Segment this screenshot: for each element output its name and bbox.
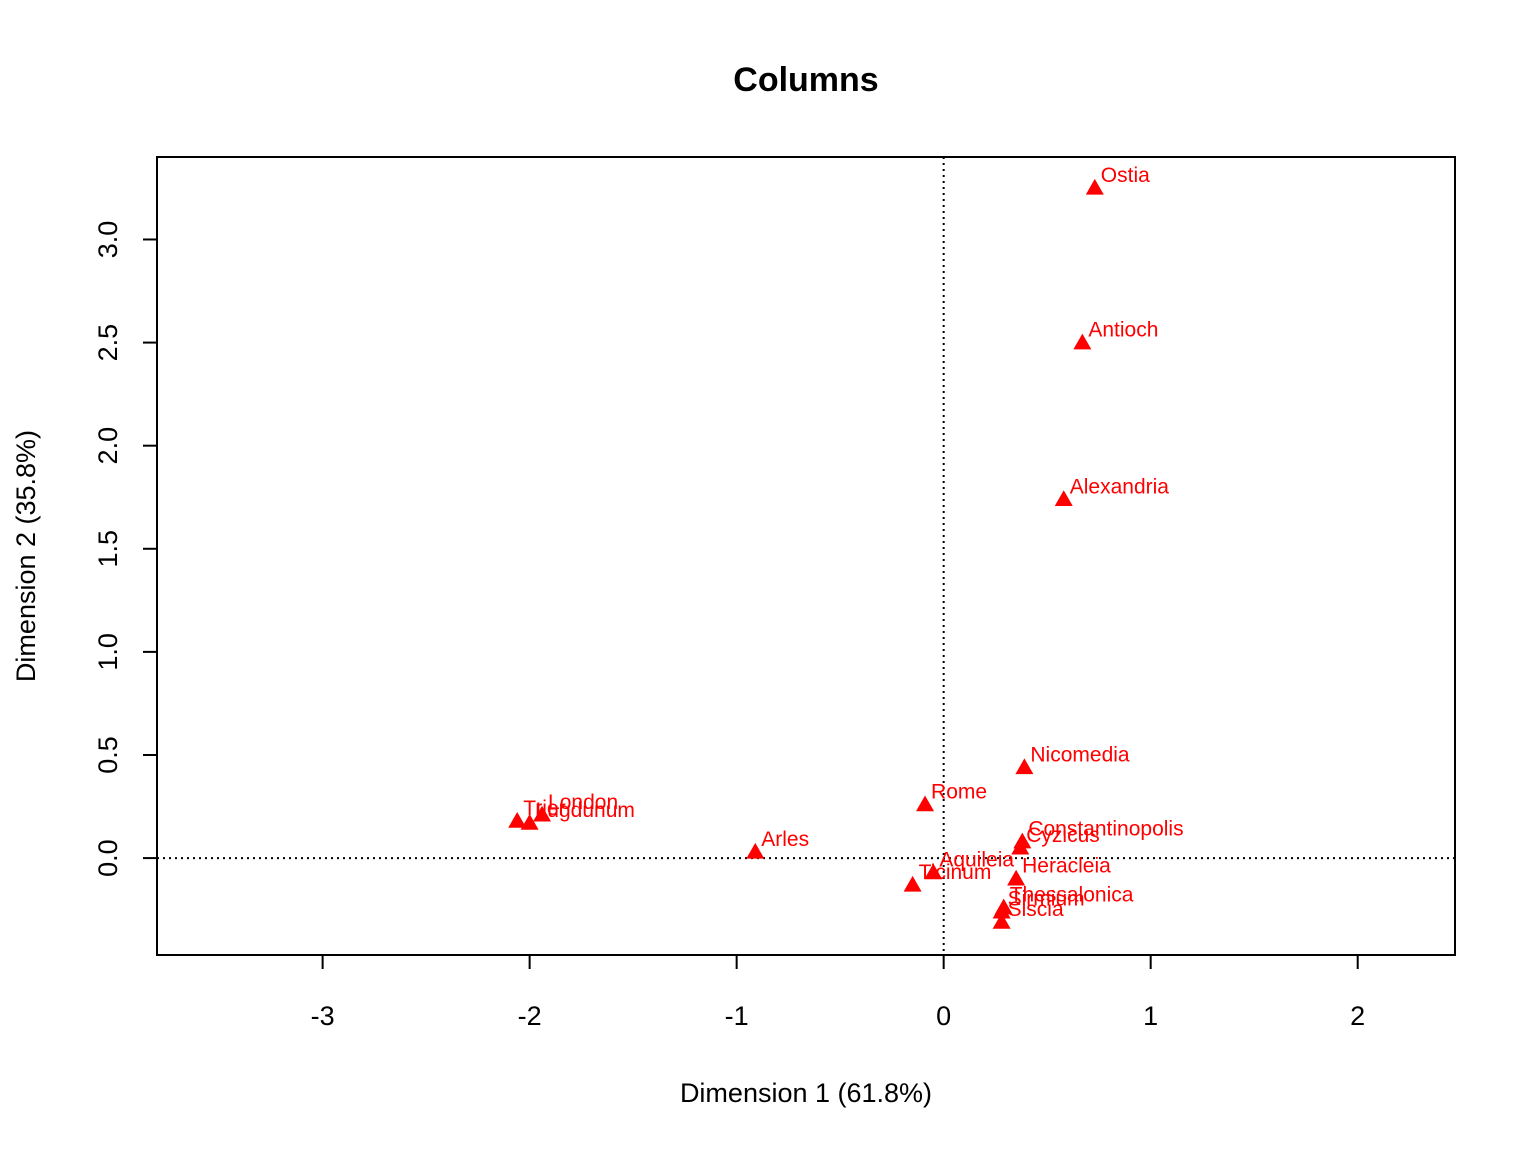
point-label: Thessalonica <box>1010 884 1134 907</box>
x-tick-label: 1 <box>1143 1001 1158 1031</box>
point-marker <box>520 814 539 830</box>
point-marker <box>924 863 943 880</box>
axis-ticks: -3 -2 -1 0 1 2 0.0 0.5 1.0 1.5 2.0 2.5 3.0 <box>93 221 1365 1031</box>
plot-frame <box>156 156 1456 956</box>
point-label: Constantinopolis <box>1028 818 1183 841</box>
point-marker <box>746 842 765 859</box>
point-marker <box>992 902 1011 919</box>
point-marker <box>1054 490 1073 507</box>
point-label: Aquileia <box>939 849 1014 872</box>
point-label: Alexandria <box>1070 475 1170 498</box>
point-label: Nicomedia <box>1030 743 1130 766</box>
point-marker <box>1073 333 1092 350</box>
x-tick-label: 0 <box>936 1001 951 1031</box>
point-marker <box>1015 758 1034 775</box>
point-label: London <box>548 791 618 814</box>
point-marker <box>992 913 1011 929</box>
point-label: Lugdunum <box>536 799 635 822</box>
y-tick-label: 2.5 <box>93 324 123 362</box>
data-points: Ostia Antioch Alexandria Nicomedia Rome Trier… <box>508 164 1184 929</box>
point-label: Siscia <box>1008 898 1064 921</box>
point-marker <box>916 795 935 812</box>
x-tick-label: -2 <box>518 1001 542 1031</box>
point-label: Ostia <box>1101 164 1150 187</box>
point-label: Rome <box>931 780 987 803</box>
x-axis-label: Dimension 1 (61.8%) <box>680 1078 932 1108</box>
y-tick-label: 3.0 <box>93 221 123 259</box>
point-marker <box>903 875 922 892</box>
y-tick-label: 0.0 <box>93 839 123 877</box>
x-tick-label: -3 <box>311 1001 335 1031</box>
x-tick-label: -1 <box>725 1001 749 1031</box>
y-tick-label: 1.5 <box>93 530 123 568</box>
point-marker <box>508 811 527 828</box>
point-label: Antioch <box>1088 319 1158 342</box>
reference-lines <box>157 157 1455 955</box>
point-marker <box>1085 178 1104 195</box>
x-tick-label: 2 <box>1350 1001 1365 1031</box>
point-label: Arles <box>761 828 809 851</box>
point-marker <box>533 805 552 822</box>
point-marker <box>1007 869 1026 886</box>
point-label: Trier <box>523 797 565 820</box>
point-marker <box>1011 838 1030 855</box>
y-tick-label: 1.0 <box>93 633 123 671</box>
point-label: Heracleia <box>1022 855 1111 878</box>
y-tick-label: 0.5 <box>93 736 123 774</box>
y-axis-label: Dimension 2 (35.8%) <box>11 430 41 682</box>
point-label: Sirmium <box>1008 888 1085 911</box>
chart-title: Columns <box>733 61 878 99</box>
point-label: Cyzicus <box>1026 824 1100 847</box>
point-label: Ticinum <box>919 861 992 884</box>
y-tick-label: 2.0 <box>93 427 123 465</box>
